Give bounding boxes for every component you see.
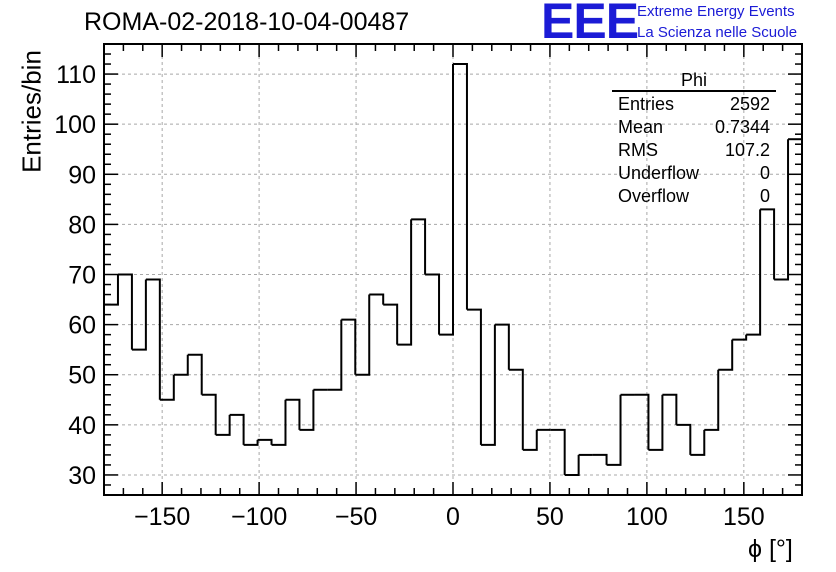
stats-label: RMS <box>618 140 658 160</box>
stats-label: Underflow <box>618 163 700 183</box>
histogram-bin <box>397 219 413 346</box>
histogram-bin <box>271 399 287 446</box>
histogram-bin <box>564 454 580 476</box>
x-tick-label: −100 <box>231 503 287 531</box>
histogram-bin <box>159 374 175 401</box>
y-tick-label: 30 <box>68 462 96 490</box>
histogram-bin <box>494 323 510 370</box>
histogram-bin <box>466 308 482 445</box>
histogram-bin <box>201 393 217 435</box>
histogram-bin <box>746 209 762 336</box>
histogram-bin <box>285 398 301 430</box>
eee-logo: EEE <box>541 0 639 49</box>
stats-row-mean: Mean 0.7344 <box>612 116 776 139</box>
x-tick-label: 100 <box>626 503 668 531</box>
histogram-bin <box>522 429 538 451</box>
histogram-bin <box>257 438 273 445</box>
histogram-bin <box>229 413 245 445</box>
y-tick-label: 60 <box>68 312 96 340</box>
histogram-bin <box>550 428 566 475</box>
x-tick-label: 50 <box>536 503 564 531</box>
histogram-bin <box>453 63 468 310</box>
stats-label: Mean <box>618 117 664 137</box>
stats-value: 0 <box>759 163 770 183</box>
histogram-bin <box>215 414 231 436</box>
histogram-bin <box>383 303 399 345</box>
y-tick-label: 80 <box>68 211 96 239</box>
histogram-bin <box>592 453 608 465</box>
histogram-bin <box>508 368 524 450</box>
histogram-bin <box>732 334 748 341</box>
histogram-bin <box>439 64 454 336</box>
histogram-bin <box>327 319 343 391</box>
y-tick-label: 70 <box>68 262 96 290</box>
stats-row-entries: Entries 2592 <box>612 93 776 116</box>
histogram-bin <box>187 353 203 395</box>
x-axis-label: ϕ [°] <box>748 535 793 563</box>
logo-line-2: La Scienza nelle Scuole <box>637 24 798 41</box>
histogram-bin <box>117 273 133 350</box>
tick-labels: −150 −100 −50 0 50 100 150 30 40 50 60 70 80 90 100 110 <box>54 61 764 531</box>
histogram-bars <box>104 63 802 476</box>
histogram-bin <box>355 294 371 376</box>
stats-row-rms: RMS 107.2 <box>612 139 776 162</box>
x-tick-label: 150 <box>723 503 765 531</box>
histogram-bin <box>676 423 692 455</box>
chart-title: ROMA-02-2018-10-04-00487 <box>84 8 410 36</box>
logo-line-1: Extreme Energy Events <box>637 3 795 20</box>
axis-ticks <box>103 43 803 495</box>
histogram-bin <box>411 218 427 275</box>
histogram-bin <box>718 339 734 371</box>
x-tick-label: 0 <box>446 503 460 531</box>
y-tick-label: 110 <box>56 61 96 89</box>
stats-value: 0.7344 <box>714 117 770 137</box>
stats-value: 2592 <box>729 94 770 114</box>
histogram-bin <box>480 324 496 446</box>
histogram-bin <box>704 369 720 431</box>
histogram-bin <box>341 318 357 375</box>
histogram-bin <box>760 208 776 280</box>
x-tick-label: −150 <box>134 503 190 531</box>
stats-row-underflow: Underflow 0 <box>612 162 776 185</box>
stats-label: Entries <box>618 94 675 114</box>
histogram-bin <box>299 389 315 431</box>
stats-value: 0 <box>759 186 770 206</box>
x-tick-label: −50 <box>335 503 377 531</box>
histogram-bin <box>648 394 664 451</box>
stats-row-overflow: Overflow 0 <box>612 185 776 208</box>
histogram-bin <box>243 439 259 446</box>
stats-name: Phi <box>612 70 776 92</box>
histogram-bin <box>131 279 147 351</box>
stats-value: 107.2 <box>724 140 770 160</box>
y-tick-label: 40 <box>68 412 96 440</box>
histogram-bin <box>634 393 650 450</box>
y-axis-label: Entries/bin <box>16 50 47 173</box>
histogram-bin <box>690 429 706 456</box>
histogram-bin <box>425 273 441 335</box>
histogram-bin <box>369 293 385 305</box>
stats-box: Phi Entries 2592 Mean 0.7344 RMS 107.2 U… <box>612 70 776 208</box>
stats-label: Overflow <box>618 186 690 206</box>
histogram-bin <box>606 394 622 466</box>
histogram-bin <box>774 139 790 281</box>
y-tick-label: 100 <box>54 111 96 139</box>
histogram-bin <box>662 393 678 425</box>
histogram-bin <box>104 274 119 306</box>
y-tick-label: 50 <box>68 362 96 390</box>
y-tick-label: 90 <box>68 161 96 189</box>
plot-frame <box>103 43 803 496</box>
histogram-bin <box>145 278 161 400</box>
histogram-bin <box>173 354 189 376</box>
